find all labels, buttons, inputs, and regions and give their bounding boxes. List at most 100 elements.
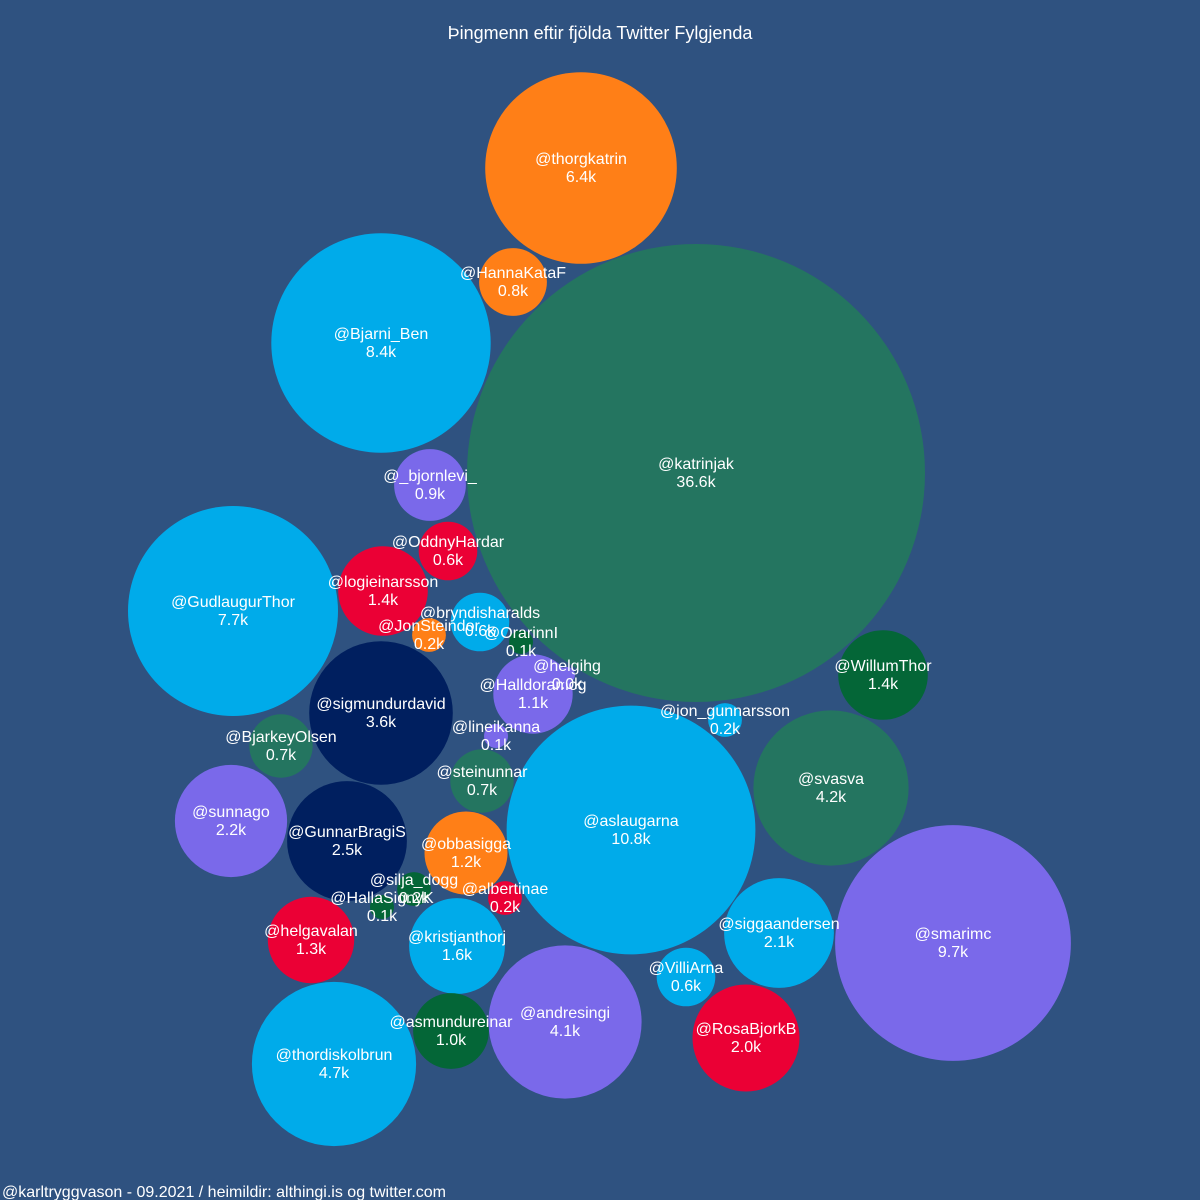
bubble-value-bjarkeyolsen: 0.7k [266,747,297,764]
bubble-value-smarimc: 9.7k [938,944,969,961]
bubble-handle-steinunnar: @steinunnar [437,764,529,781]
bubble-circle-logieinarsson [338,546,428,636]
bubble-circle-lineikanna [484,724,508,748]
bubble-handle-katrinjak: @katrinjak [658,456,735,473]
bubble-circle-sunnago [174,764,288,878]
bubble-circle-kristjanthorj [409,898,505,994]
bubble-circle-thorgkatrin [485,72,677,264]
bubble-circle-thordiskolbrun [251,981,417,1147]
bubble-circle-bjornlevi [394,449,466,521]
chart-footer: @karltryggvason - 09.2021 / heimildir: a… [2,1184,446,1200]
bubble-circle-andresingi [488,945,642,1099]
bubble-handle-thordiskolbrun: @thordiskolbrun [276,1047,393,1064]
bubble-circle-helgavalan [267,896,355,984]
bubble-handle-bjarkeyolsen: @BjarkeyOlsen [225,729,336,746]
bubble-circle-sigmundurdavid [309,641,453,785]
bubble-circle-hallasignyk [370,895,394,919]
bubble-circle-gudlaugurthor [128,506,338,716]
bubble-circle-jon-gunnarsson [708,703,742,737]
bubble-value-bjornlevi: 0.9k [415,486,446,503]
bubble-value-steinunnar: 0.7k [467,782,498,799]
bubble-handle-bryndisharalds: @bryndisharalds [420,605,540,622]
bubble-handle-smarimc: @smarimc [915,926,992,943]
bubble-value-logieinarsson: 1.4k [368,592,399,609]
bubble-value-hannakataf: 0.8k [498,283,529,300]
bubble-circle-jonsteindor [412,618,446,652]
bubble-handle-rosabjorkb: @RosaBjorkB [696,1021,797,1038]
chart-title: Þingmenn eftir fjölda Twitter Fylgjenda [448,23,754,43]
bubble-bjornlevi: @_bjornlevi_0.9k [383,449,478,521]
bubble-value-villiarna: 0.6k [671,978,702,995]
bubble-value-andresingi: 4.1k [550,1023,581,1040]
bubble-handle-svasva: @svasva [798,771,864,788]
bubble-value-jon-gunnarsson: 0.2k [710,721,741,738]
bubble-value-svasva: 4.2k [816,789,847,806]
bubble-value-bjarni-ben: 8.4k [366,344,397,361]
bubble-value-gudlaugurthor: 7.7k [218,612,249,629]
bubble-circle-bjarkeyolsen [249,714,313,778]
bubble-value-aslaugarna: 10.8k [611,831,651,848]
bubble-handle-aslaugarna: @aslaugarna [583,813,679,830]
bubble-value-helgavalan: 1.3k [296,941,327,958]
bubble-value-katrinjak: 36.6k [676,474,716,491]
bubble-value-silja-dogg: 0.2k [399,890,430,907]
bubble-handle-bjarni-ben: @Bjarni_Ben [334,326,429,343]
bubble-handle-sunnago: @sunnago [192,804,270,821]
bubble-circle-aslaugarna [506,705,756,955]
bubble-value-siggaandersen: 2.1k [764,934,795,951]
bubble-handle-gudlaugurthor: @GudlaugurThor [171,594,296,611]
bubble-handle-oddnyhardar: @OddnyHardar [392,534,505,551]
bubble-handle-andresingi: @andresingi [520,1005,610,1022]
bubble-circle-silja-dogg [397,872,431,906]
bubble-value-oddnyhardar: 0.6k [433,552,464,569]
bubble-circle-steinunnar [450,749,514,813]
bubble-handle-halldoramog: @Halldoramog [480,677,587,694]
bubble-circle-svasva [753,710,909,866]
bubble-handle-villiarna: @VilliArna [649,960,724,977]
bubble-value-helgihg: 0.0k [552,676,583,693]
bubble-handle-jonsteindor: @JonSteindor [378,618,480,635]
bubble-circle-oddnyhardar [418,521,478,581]
bubble-circle-gunnarbragis [287,781,407,901]
bubble-value-thordiskolbrun: 4.7k [319,1065,350,1082]
bubble-handle-albertinae: @albertinae [462,881,549,898]
bubble-circle-willumthor [838,630,928,720]
bubble-value-rosabjorkb: 2.0k [731,1039,762,1056]
bubble-value-asmundureinar: 1.0k [436,1032,467,1049]
bubble-circle-orarinni [509,630,533,654]
bubble-value-orarinni: 0.1k [506,643,537,660]
bubble-handle-sigmundurdavid: @sigmundurdavid [316,696,445,713]
bubble-handle-asmundureinar: @asmundureinar [390,1014,514,1031]
bubble-handle-thorgkatrin: @thorgkatrin [535,151,627,168]
bubble-handle-bjornlevi: @_bjornlevi_ [383,468,478,485]
bubble-value-kristjanthorj: 1.6k [442,947,473,964]
bubbles-group: @katrinjak36.6k@aslaugarna10.8k@smarimc9… [128,72,1071,1147]
